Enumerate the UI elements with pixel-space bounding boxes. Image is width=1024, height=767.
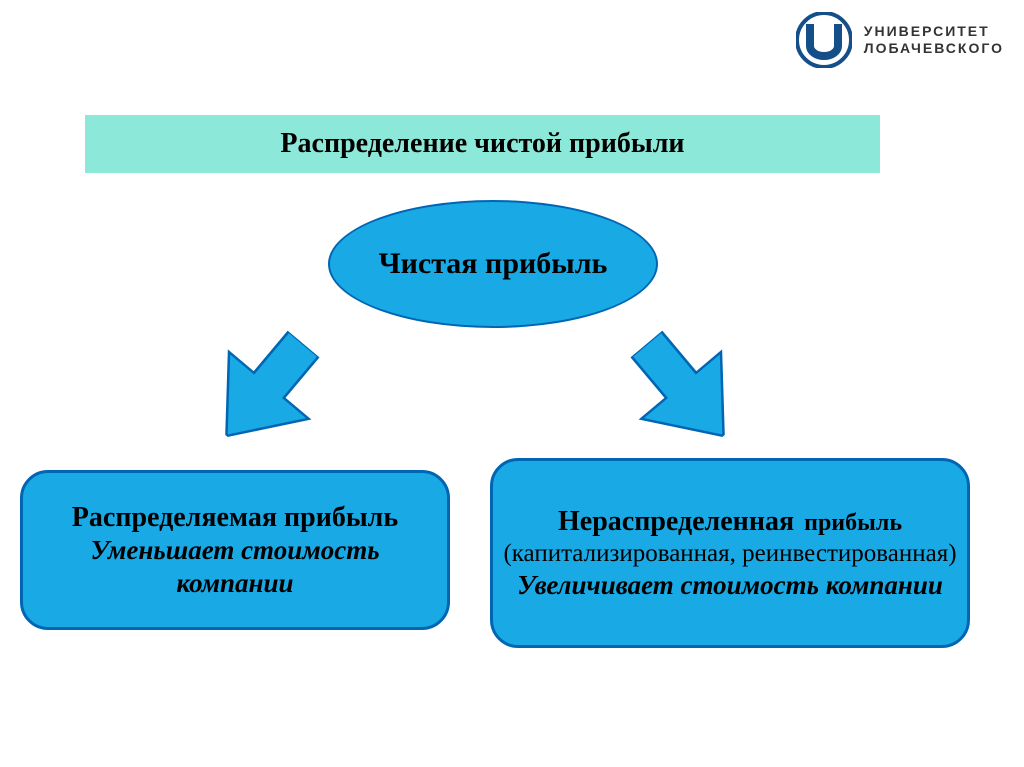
right-box-subtitle: Увеличивает стоимость компании bbox=[517, 569, 943, 601]
logo-text-line1: УНИВЕРСИТЕТ bbox=[864, 23, 1004, 41]
right-box-title: Нераспределенная прибыль bbox=[558, 505, 902, 539]
arrow-left-icon bbox=[177, 302, 354, 477]
node-net-profit: Чистая прибыль bbox=[328, 200, 658, 328]
university-logo: УНИВЕРСИТЕТ ЛОБАЧЕВСКОГО bbox=[796, 12, 1004, 68]
node-net-profit-label: Чистая прибыль bbox=[379, 247, 608, 281]
logo-icon bbox=[796, 12, 852, 68]
left-box-subtitle: Уменьшает стоимость компании bbox=[33, 534, 437, 599]
logo-text: УНИВЕРСИТЕТ ЛОБАЧЕВСКОГО bbox=[864, 23, 1004, 58]
node-distributed-profit: Распределяемая прибыль Уменьшает стоимос… bbox=[20, 470, 450, 630]
arrow-right-icon bbox=[597, 302, 774, 477]
slide-title-text: Распределение чистой прибыли bbox=[280, 128, 684, 160]
left-box-title: Распределяемая прибыль bbox=[72, 501, 398, 535]
slide-title: Распределение чистой прибыли bbox=[85, 115, 880, 173]
node-retained-profit: Нераспределенная прибыль (капитализирова… bbox=[490, 458, 970, 648]
logo-text-line2: ЛОБАЧЕВСКОГО bbox=[864, 40, 1004, 58]
right-box-paren: (капитализированная, реинвестированная) bbox=[503, 539, 956, 569]
